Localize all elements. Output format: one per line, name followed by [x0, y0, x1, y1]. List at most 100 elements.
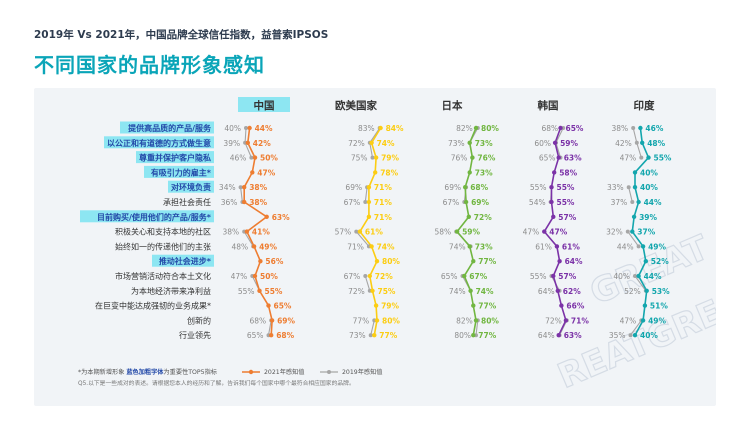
- attribute-label: 目前购买/使用他们的产品/服务*: [97, 212, 212, 222]
- data-label-2021: 47%: [549, 228, 567, 237]
- data-point-2019: [628, 333, 633, 338]
- data-label-2021: 55%: [557, 183, 575, 192]
- data-label-2021: 68%: [276, 331, 294, 340]
- data-label-2021: 72%: [474, 213, 492, 222]
- data-label-2021: 62%: [563, 287, 581, 296]
- data-point-2019: [631, 126, 636, 130]
- data-point-2021: [242, 199, 247, 205]
- data-point-2021: [556, 333, 561, 338]
- data-point-2021: [378, 125, 383, 131]
- series-line-2019: [370, 320, 375, 336]
- data-label-2019: 67%: [443, 198, 460, 207]
- data-label-2021: 78%: [380, 168, 398, 177]
- attribute-label: 尊重并保护客户隐私: [139, 153, 211, 163]
- data-point-2021: [258, 259, 263, 264]
- data-point-2021: [471, 333, 476, 338]
- data-point-2021: [632, 185, 638, 190]
- data-label-2019: 40%: [613, 272, 630, 281]
- data-label-2019: 32%: [606, 228, 623, 237]
- data-label-2019: 67%: [344, 272, 361, 281]
- data-label-2021: 63%: [564, 154, 582, 163]
- data-label-2019: 37%: [611, 198, 628, 207]
- data-label-2021: 55%: [557, 198, 575, 207]
- data-label-2021: 37%: [637, 228, 655, 237]
- data-label-2021: 71%: [571, 316, 589, 325]
- data-label-2021: 66%: [566, 302, 584, 311]
- data-label-2021: 55%: [654, 154, 672, 163]
- data-label-2021: 44%: [644, 272, 662, 281]
- data-point-2021: [642, 303, 648, 308]
- column-header: 韩国: [538, 99, 559, 112]
- data-label-2021: 40%: [640, 168, 658, 177]
- data-label-2019: 47%: [620, 154, 637, 163]
- data-point-2019: [636, 244, 641, 249]
- data-point-2021: [554, 244, 560, 249]
- data-label-2021: 42%: [253, 139, 271, 148]
- attribute-highlight: [120, 121, 214, 134]
- data-label-2021: 44%: [255, 124, 273, 133]
- data-point-2021: [631, 214, 637, 219]
- data-label-2019: 67%: [344, 198, 361, 207]
- data-label-2019: 72%: [348, 139, 365, 148]
- data-label-2021: 77%: [478, 257, 496, 266]
- data-point-2021: [467, 170, 472, 175]
- footer-note-bold: 蓝色加粗字体: [126, 368, 164, 376]
- data-point-2021: [244, 229, 250, 234]
- data-point-2021: [374, 259, 380, 264]
- data-point-2021: [473, 125, 479, 131]
- data-point-2021: [245, 140, 250, 145]
- data-point-2021: [555, 288, 560, 293]
- data-label-2019: 42%: [615, 139, 632, 148]
- attribute-highlight: [168, 180, 214, 193]
- data-point-2021: [471, 259, 476, 264]
- attribute-label: 市场营销活动符合本土文化: [115, 271, 211, 281]
- data-point-2021: [366, 199, 372, 205]
- data-label-2019: 69%: [345, 183, 362, 192]
- data-label-2021: 72%: [375, 272, 393, 281]
- footer-note-star: *为本期新增形象: [78, 368, 126, 376]
- attribute-label: 以公正和有道德的方式做生意: [107, 138, 211, 148]
- subtitle: 2019年 Vs 2021年，中国品牌全球信任指数，益普索IPSOS: [34, 29, 329, 41]
- data-label-2021: 55%: [265, 287, 283, 296]
- data-point-2021: [630, 229, 635, 234]
- data-point-2021: [463, 199, 469, 205]
- attribute-label: 创新的: [187, 315, 211, 325]
- data-label-2019: 55%: [530, 272, 547, 281]
- attribute-label: 为本地经济带来净利益: [131, 286, 211, 296]
- data-label-2021: 49%: [259, 242, 277, 251]
- data-label-2019: 35%: [609, 331, 626, 340]
- data-point-2021: [471, 303, 476, 308]
- data-label-2019: 61%: [535, 242, 552, 251]
- data-label-2021: 40%: [640, 331, 658, 340]
- data-point-2021: [269, 318, 275, 323]
- data-point-2021: [632, 333, 638, 338]
- series-line-2019: [628, 187, 633, 203]
- data-point-2019: [634, 140, 639, 145]
- data-label-2021: 71%: [374, 213, 392, 222]
- data-label-2021: 61%: [365, 228, 383, 237]
- data-label-2021: 74%: [377, 242, 395, 251]
- data-point-2021: [542, 229, 547, 234]
- data-point-2021: [558, 125, 563, 131]
- data-point-2021: [467, 140, 472, 145]
- data-point-2021: [556, 155, 561, 160]
- data-label-2021: 58%: [559, 168, 577, 177]
- data-label-2021: 44%: [644, 198, 662, 207]
- data-label-2019: 47%: [231, 272, 248, 281]
- data-label-2021: 79%: [381, 302, 399, 311]
- data-label-2021: 50%: [260, 154, 278, 163]
- data-point-2021: [551, 273, 556, 279]
- data-point-2021: [367, 273, 372, 279]
- data-label-2019: 55%: [530, 183, 547, 192]
- data-point-2021: [251, 244, 257, 249]
- data-label-2021: 63%: [272, 213, 290, 222]
- data-point-2019: [244, 126, 248, 130]
- legend-marker-2019: [327, 370, 331, 374]
- data-point-2019: [363, 274, 368, 278]
- data-point-2021: [462, 273, 467, 279]
- data-point-2021: [552, 140, 558, 145]
- data-point-2021: [366, 185, 372, 190]
- data-label-2021: 80%: [481, 316, 499, 325]
- data-point-2021: [463, 185, 468, 190]
- data-label-2019: 82%: [456, 316, 473, 325]
